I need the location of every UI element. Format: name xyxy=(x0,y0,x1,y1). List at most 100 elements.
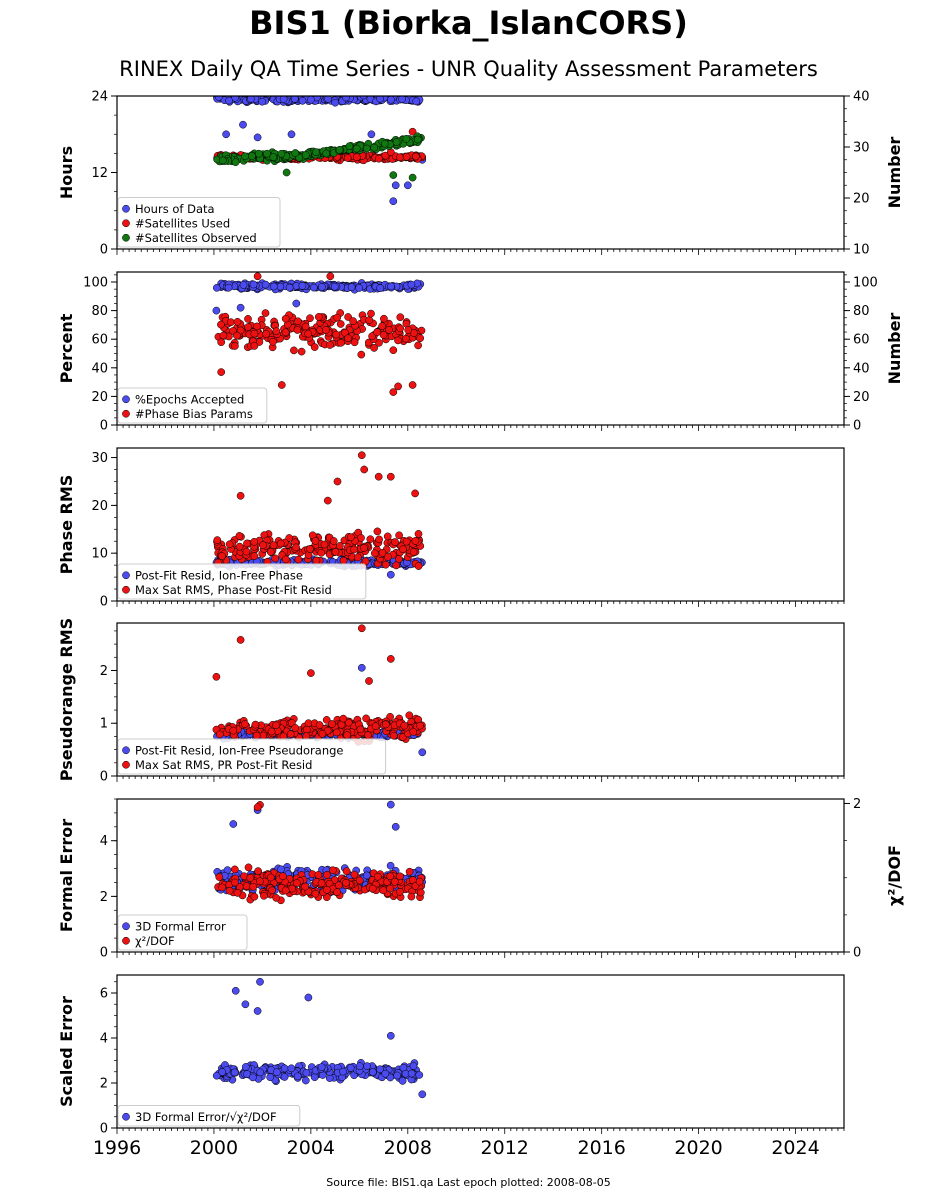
data-point xyxy=(225,886,234,895)
data-point xyxy=(306,545,314,553)
x-tick-label: 2000 xyxy=(190,1137,238,1159)
data-point xyxy=(390,877,399,886)
data-point xyxy=(402,152,411,161)
data-point xyxy=(374,154,383,163)
data-point xyxy=(365,677,373,685)
data-point xyxy=(253,1007,262,1015)
data-point xyxy=(386,861,395,870)
data-point xyxy=(381,1069,390,1078)
data-point xyxy=(391,181,400,190)
legend-marker xyxy=(122,936,130,945)
data-point xyxy=(315,721,324,729)
data-point xyxy=(281,886,290,895)
data-point xyxy=(378,548,387,557)
data-point xyxy=(310,1073,319,1082)
data-point xyxy=(287,130,296,139)
data-point xyxy=(350,870,359,879)
data-point xyxy=(389,388,398,396)
y-ticks-left: 0 2 4 xyxy=(100,798,117,961)
data-point xyxy=(314,313,323,321)
data-point xyxy=(331,548,340,556)
data-point xyxy=(310,343,319,351)
data-point xyxy=(229,726,238,735)
legend-marker xyxy=(122,922,130,931)
data-point xyxy=(254,867,262,875)
legend-box xyxy=(117,387,268,424)
y-axis-label-left: Phase RMS xyxy=(57,475,76,575)
data-point xyxy=(231,878,239,887)
data-point xyxy=(392,138,401,146)
data-point xyxy=(370,549,379,558)
data-point xyxy=(241,152,249,161)
data-point xyxy=(357,350,366,359)
data-point xyxy=(399,545,407,554)
data-point xyxy=(335,145,344,154)
data-point xyxy=(415,877,424,886)
data-point xyxy=(378,322,386,331)
data-point xyxy=(253,272,262,281)
x-ticks xyxy=(116,249,845,255)
legend-marker xyxy=(122,571,130,580)
data-point xyxy=(379,331,388,339)
data-point xyxy=(405,867,414,876)
data-point xyxy=(411,152,420,161)
data-point xyxy=(317,548,326,557)
data-point xyxy=(236,636,245,644)
data-point xyxy=(291,149,300,157)
data-point xyxy=(333,888,341,896)
data-point xyxy=(392,561,401,570)
data-point xyxy=(357,663,366,672)
y-right-tick-label: 40 xyxy=(853,90,870,105)
y-tick-label: 4 xyxy=(100,834,108,849)
data-point xyxy=(409,727,418,736)
legend-label: Post-Fit Resid, Ion-Free Phase xyxy=(135,568,303,582)
data-point xyxy=(322,326,330,334)
data-point xyxy=(373,872,382,881)
data-point xyxy=(326,341,334,349)
data-point xyxy=(375,338,383,347)
data-point xyxy=(407,1069,416,1078)
x-ticks xyxy=(116,601,845,607)
data-point xyxy=(259,541,267,550)
data-point xyxy=(368,884,377,893)
data-point xyxy=(336,542,344,550)
data-point xyxy=(256,977,264,986)
data-point xyxy=(396,153,404,162)
data-point xyxy=(236,491,245,500)
data-point xyxy=(217,368,226,376)
data-point xyxy=(231,342,239,350)
x-tick-label: 2020 xyxy=(674,1137,722,1159)
y-tick-label: 100 xyxy=(83,276,108,291)
x-ticks xyxy=(116,776,845,782)
y-right-tick-label: 30 xyxy=(853,141,870,156)
data-point xyxy=(244,315,252,323)
data-point xyxy=(389,171,398,179)
data-point xyxy=(291,724,300,732)
legend-label: %Epochs Accepted xyxy=(135,392,244,406)
data-point xyxy=(301,1076,310,1085)
y-tick-label: 2 xyxy=(100,890,108,905)
data-point xyxy=(253,803,262,812)
y-tick-label: 0 xyxy=(100,595,108,610)
data-point xyxy=(360,544,368,552)
legend-marker xyxy=(122,204,130,213)
data-point xyxy=(272,1068,281,1077)
data-point xyxy=(407,892,416,901)
data-point xyxy=(393,1071,402,1080)
data-point xyxy=(268,886,276,895)
y-ticks-left: 0 1 2 xyxy=(100,630,117,785)
data-point xyxy=(218,1068,227,1076)
data-point xyxy=(254,149,263,158)
data-point xyxy=(386,472,395,481)
data-point xyxy=(251,720,260,729)
x-tick-label: 2024 xyxy=(771,1137,819,1159)
data-point xyxy=(370,344,378,352)
data-point xyxy=(304,329,313,338)
y-tick-label: 2 xyxy=(100,664,108,679)
data-point xyxy=(231,986,240,995)
data-point xyxy=(357,534,365,542)
data-point xyxy=(385,325,393,334)
data-point xyxy=(217,338,226,347)
